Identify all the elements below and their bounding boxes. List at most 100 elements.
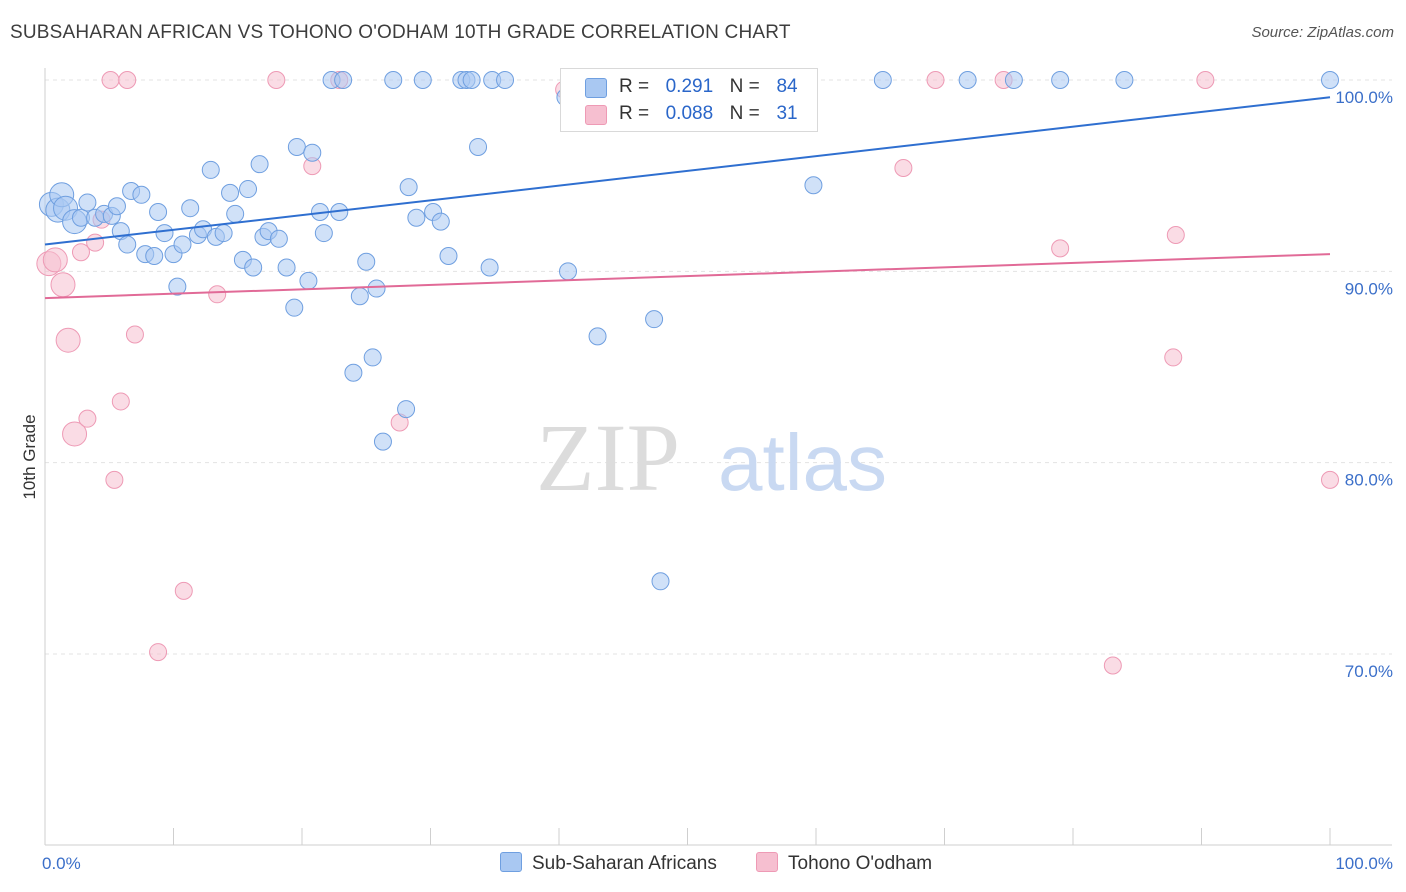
data-point-subsaharan: [558, 262, 577, 281]
legend-swatch-blue: [585, 78, 607, 98]
n-label: N =: [729, 76, 766, 97]
n-label: N =: [729, 103, 766, 124]
legend-swatch-pink: [756, 852, 778, 872]
data-point-subsaharan: [873, 71, 892, 89]
data-point-subsaharan: [78, 193, 97, 212]
y-tick-label: 100.0%: [1335, 88, 1393, 107]
data-point-subsaharan: [244, 258, 263, 277]
data-point-subsaharan: [373, 432, 392, 451]
data-point-tohono: [926, 71, 945, 89]
data-point-tohono: [42, 247, 68, 273]
r-value: 0.088: [665, 103, 714, 124]
legend-swatch-blue: [500, 852, 522, 872]
data-point-tohono: [50, 272, 76, 298]
data-point-tohono: [1164, 348, 1183, 367]
data-point-subsaharan: [118, 235, 137, 254]
data-point-subsaharan: [344, 363, 363, 382]
trend-line-subsaharan: [44, 96, 1331, 246]
data-point-subsaharan: [407, 208, 426, 227]
data-point-tohono: [78, 409, 97, 428]
data-point-tohono: [111, 392, 130, 411]
y-axis-label: 10th Grade: [20, 414, 39, 499]
data-point-tohono: [86, 233, 105, 252]
x-tick-label: 100.0%: [1335, 854, 1393, 873]
watermark-zip: ZIP: [536, 404, 680, 511]
data-point-subsaharan: [334, 71, 353, 89]
data-point-subsaharan: [201, 160, 220, 179]
data-point-subsaharan: [1004, 71, 1023, 89]
data-point-tohono: [267, 71, 286, 89]
data-point-subsaharan: [173, 235, 192, 254]
data-point-subsaharan: [431, 212, 450, 231]
trend-line-tohono: [44, 253, 1331, 300]
data-point-subsaharan: [107, 197, 126, 216]
legend-item-tohono[interactable]: Tohono O'odham: [756, 852, 932, 875]
data-point-subsaharan: [439, 247, 458, 266]
data-point-subsaharan: [651, 572, 670, 591]
data-point-subsaharan: [804, 176, 823, 195]
data-point-subsaharan: [363, 348, 382, 367]
legend-item-subsaharan[interactable]: Sub-Saharan Africans: [500, 852, 717, 875]
data-point-tohono: [101, 71, 120, 89]
data-point-subsaharan: [397, 400, 416, 419]
data-point-subsaharan: [462, 71, 481, 89]
data-point-subsaharan: [239, 180, 258, 199]
data-point-subsaharan: [588, 327, 607, 346]
data-point-subsaharan: [303, 143, 322, 162]
data-point-subsaharan: [277, 258, 296, 277]
data-point-subsaharan: [250, 155, 269, 174]
source-label: Source: ZipAtlas.com: [1251, 24, 1394, 41]
data-point-tohono: [62, 421, 88, 447]
data-point-subsaharan: [132, 185, 151, 204]
tick-labels: 70.0% 80.0% 90.0% 100.0% 0.0% 100.0%: [42, 88, 1393, 873]
data-point-subsaharan: [1051, 71, 1070, 89]
data-point-subsaharan: [1115, 71, 1134, 89]
data-point-subsaharan: [384, 71, 403, 89]
data-point-tohono: [71, 243, 90, 262]
data-point-subsaharan: [645, 310, 664, 329]
data-point-subsaharan: [145, 247, 164, 266]
data-point-subsaharan: [269, 229, 288, 248]
data-point-tohono: [1103, 656, 1122, 675]
data-point-subsaharan: [469, 137, 488, 156]
r-label: R =: [619, 76, 655, 97]
data-point-subsaharan: [155, 224, 174, 243]
r-value: 0.291: [665, 76, 714, 97]
watermark: ZIP atlas: [536, 404, 887, 511]
gridlines: [45, 79, 1392, 655]
data-point-tohono: [174, 581, 193, 600]
data-point-subsaharan: [221, 183, 240, 202]
data-point-tohono: [1051, 239, 1070, 258]
trend-lines: [44, 96, 1331, 300]
data-point-subsaharan: [413, 71, 432, 89]
x-tick-label: 0.0%: [42, 854, 81, 873]
data-point-subsaharan: [285, 298, 304, 317]
watermark-atlas: atlas: [718, 418, 887, 507]
data-point-subsaharan: [1321, 71, 1339, 89]
legend-label: Sub-Saharan Africans: [532, 853, 717, 874]
data-point-subsaharan: [214, 224, 233, 243]
data-point-subsaharan: [287, 137, 306, 156]
data-point-subsaharan: [299, 271, 318, 290]
data-point-tohono: [125, 325, 144, 344]
data-point-subsaharan: [314, 224, 333, 243]
data-point-tohono: [105, 470, 124, 489]
y-tick-label: 80.0%: [1345, 471, 1393, 490]
r-label: R =: [619, 103, 655, 124]
data-point-subsaharan: [357, 252, 376, 271]
legend-label: Tohono O'odham: [788, 853, 933, 874]
data-point-tohono: [1321, 470, 1339, 489]
data-point-tohono: [894, 159, 913, 178]
n-value: 31: [776, 103, 798, 124]
data-point-tohono: [1166, 225, 1185, 244]
series-tohono-points: [36, 71, 1339, 675]
data-point-tohono: [118, 71, 137, 89]
data-point-subsaharan: [181, 199, 200, 218]
data-point-subsaharan: [480, 258, 499, 277]
data-point-subsaharan: [226, 204, 245, 223]
y-tick-label: 70.0%: [1345, 662, 1393, 681]
data-point-tohono: [55, 327, 81, 353]
chart-title: SUBSAHARAN AFRICAN VS TOHONO O'ODHAM 10T…: [10, 22, 791, 43]
data-point-subsaharan: [399, 178, 418, 197]
